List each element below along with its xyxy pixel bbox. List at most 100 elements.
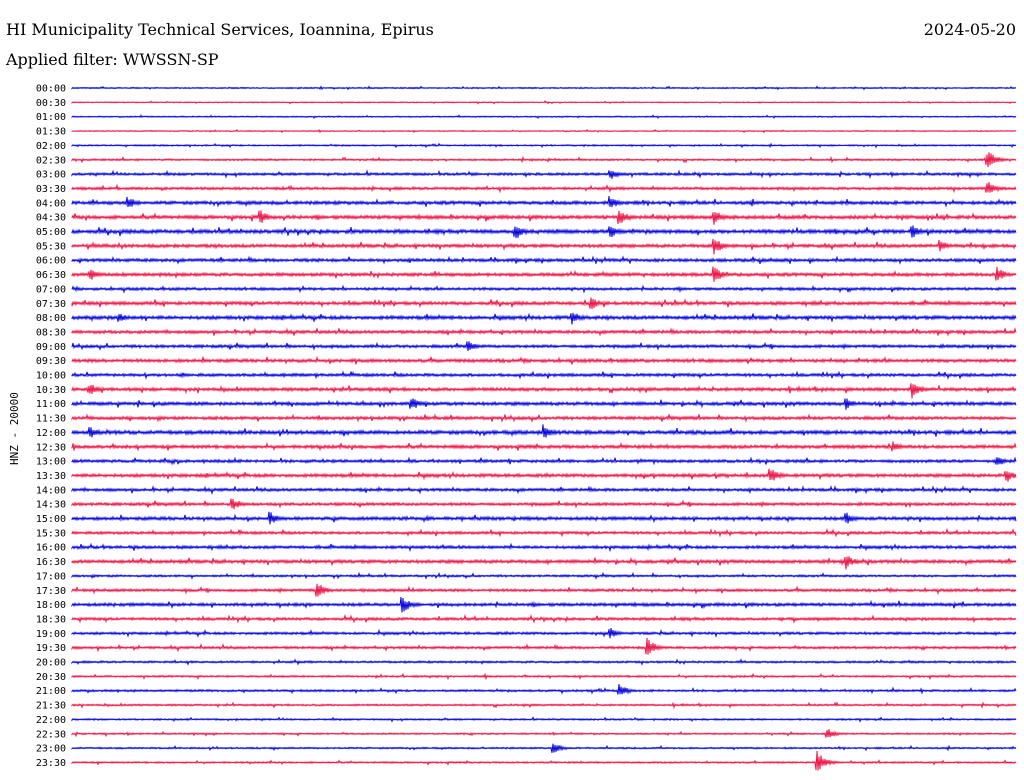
trace-1500 (71, 511, 1017, 525)
trace-2300 (71, 743, 1017, 753)
trace-1930 (71, 637, 1017, 655)
time-label-0100: 01:00 (36, 112, 66, 123)
time-label-0900: 09:00 (36, 342, 66, 353)
time-label-1030: 10:30 (36, 385, 66, 396)
trace-0800 (71, 312, 1017, 325)
trace-1430 (71, 498, 1017, 510)
trace-0730 (71, 297, 1017, 309)
time-label-2100: 21:00 (36, 686, 66, 697)
trace-0100 (71, 114, 1017, 120)
trace-1030 (71, 383, 1017, 399)
trace-2200 (71, 716, 1017, 723)
trace-1600 (71, 542, 1017, 553)
trace-0900 (71, 341, 1017, 352)
time-label-1200: 12:00 (36, 428, 66, 439)
time-label-0330: 03:30 (36, 184, 66, 195)
time-label-0800: 08:00 (36, 313, 66, 324)
time-label-2200: 22:00 (36, 715, 66, 726)
trace-1000 (71, 370, 1017, 380)
time-label-1130: 11:30 (36, 414, 66, 425)
trace-2100 (71, 683, 1017, 695)
time-label-0300: 03:00 (36, 170, 66, 181)
time-label-2000: 20:00 (36, 658, 66, 669)
time-label-0000: 00:00 (36, 84, 66, 95)
trace-0600 (71, 255, 1017, 265)
time-label-0700: 07:00 (36, 284, 66, 295)
trace-1100 (71, 398, 1017, 410)
trace-1530 (71, 527, 1017, 538)
time-label-2300: 23:00 (36, 744, 66, 755)
trace-0930 (71, 355, 1017, 365)
trace-0500 (71, 225, 1017, 239)
time-label-0530: 05:30 (36, 241, 66, 252)
time-label-2330: 23:30 (36, 758, 66, 769)
trace-0430 (71, 210, 1017, 225)
time-label-0030: 00:30 (36, 98, 66, 109)
time-label-1630: 16:30 (36, 557, 66, 568)
trace-1300 (71, 456, 1017, 466)
time-label-0400: 04:00 (36, 198, 66, 209)
trace-0300 (71, 169, 1017, 179)
trace-0400 (71, 195, 1017, 208)
time-label-1530: 15:30 (36, 528, 66, 539)
time-label-1400: 14:00 (36, 485, 66, 496)
trace-2030 (71, 672, 1017, 681)
trace-1730 (71, 583, 1017, 597)
trace-1630 (71, 556, 1017, 570)
time-label-1230: 12:30 (36, 442, 66, 453)
time-label-1000: 10:00 (36, 371, 66, 382)
station-title: HI Municipality Technical Services, Ioan… (6, 20, 434, 39)
trace-0000 (71, 85, 1017, 91)
time-label-1600: 16:00 (36, 543, 66, 554)
trace-0700 (71, 284, 1017, 294)
time-label-1930: 19:30 (36, 643, 66, 654)
trace-1830 (71, 613, 1017, 624)
trace-0530 (71, 238, 1017, 255)
trace-1200 (71, 424, 1017, 438)
time-label-0930: 09:30 (36, 356, 66, 367)
time-label-1730: 17:30 (36, 586, 66, 597)
trace-1330 (71, 468, 1017, 482)
trace-0030 (71, 100, 1017, 105)
time-label-1830: 18:30 (36, 614, 66, 625)
time-label-1700: 17:00 (36, 571, 66, 582)
record-date: 2024-05-20 (923, 20, 1016, 39)
trace-0230 (71, 152, 1017, 168)
time-label-2030: 20:30 (36, 672, 66, 683)
trace-1130 (71, 413, 1017, 423)
time-label-1100: 11:00 (36, 399, 66, 410)
time-label-2230: 22:30 (36, 729, 66, 740)
time-label-0730: 07:30 (36, 299, 66, 310)
trace-0200 (71, 142, 1017, 149)
time-label-1330: 13:30 (36, 471, 66, 482)
trace-2000 (71, 658, 1017, 666)
trace-0830 (71, 327, 1017, 337)
trace-0630 (71, 266, 1017, 282)
trace-1900 (71, 628, 1017, 639)
time-label-1800: 18:00 (36, 600, 66, 611)
time-label-0200: 02:00 (36, 141, 66, 152)
trace-2330 (71, 750, 1017, 771)
time-label-0600: 06:00 (36, 256, 66, 267)
time-label-1900: 19:00 (36, 629, 66, 640)
time-label-1430: 14:30 (36, 500, 66, 511)
trace-1400 (71, 485, 1017, 496)
time-label-0500: 05:00 (36, 227, 66, 238)
time-label-0130: 01:30 (36, 127, 66, 138)
time-label-0230: 02:30 (36, 155, 66, 166)
time-label-0630: 06:30 (36, 270, 66, 281)
time-label-1300: 13:00 (36, 457, 66, 468)
trace-2130 (71, 701, 1017, 710)
trace-0330 (71, 182, 1017, 194)
trace-1230 (71, 441, 1017, 452)
trace-1700 (71, 571, 1017, 580)
time-label-1500: 15:00 (36, 514, 66, 525)
filter-label: Applied filter: WWSSN-SP (6, 50, 219, 69)
time-label-0830: 08:30 (36, 327, 66, 338)
time-label-0430: 04:30 (36, 213, 66, 224)
trace-0130 (71, 128, 1017, 134)
trace-1800 (71, 597, 1017, 613)
trace-2230 (71, 729, 1017, 738)
